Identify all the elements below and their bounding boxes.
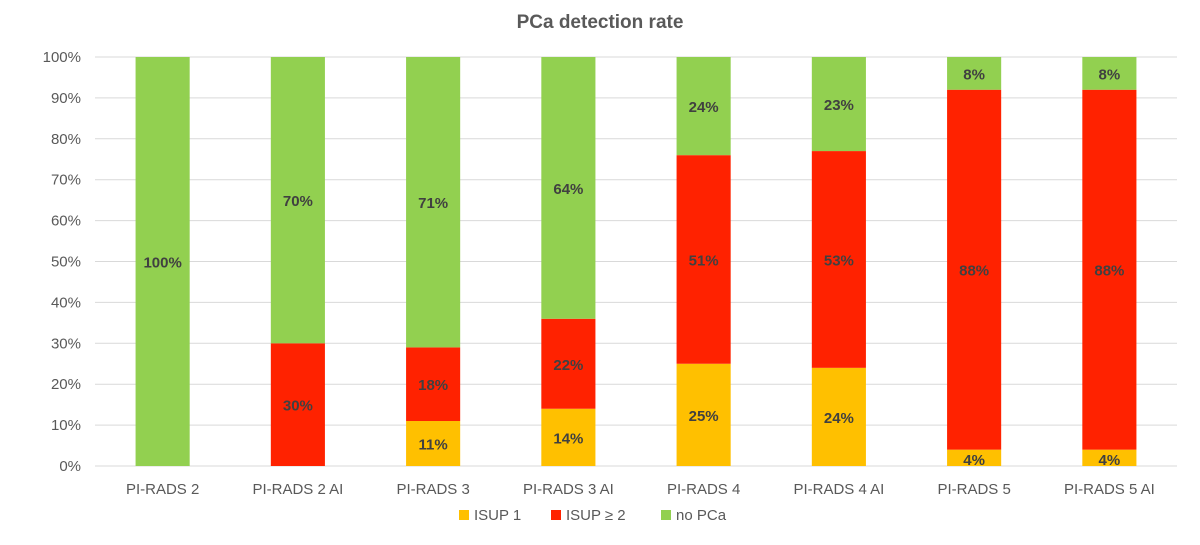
data-label: 4% <box>963 452 985 469</box>
bar-segment <box>947 89 1002 450</box>
y-tick-label: 0% <box>59 458 81 475</box>
bar-segment <box>811 57 866 152</box>
data-label: 70% <box>283 193 313 210</box>
legend: ISUP 1 ISUP ≥ 2 no PCa <box>459 507 727 524</box>
bar-segment <box>947 57 1002 90</box>
y-tick-label: 100% <box>43 49 81 66</box>
bar-segment <box>676 363 731 466</box>
y-axis-ticks: 0% 10% 20% 30% 40% 50% 60% 70% 80% 90% 100% <box>43 49 81 475</box>
bars <box>135 57 1137 466</box>
data-labels: 100% 30% 70% 11% 18% 71% 14% 22% 64% 25% 51% 24% 24%… <box>143 66 1124 469</box>
data-label: 24% <box>824 410 854 427</box>
legend-label: ISUP 1 <box>474 507 521 524</box>
legend-swatch <box>661 510 671 520</box>
bar-segment <box>811 151 866 368</box>
data-label: 18% <box>418 377 448 394</box>
data-label: 8% <box>963 66 985 83</box>
y-tick-label: 50% <box>51 254 81 271</box>
legend-swatch <box>459 510 469 520</box>
x-category-label: PI-RADS 3 AI <box>523 481 614 498</box>
x-category-label: PI-RADS 4 <box>667 481 740 498</box>
bar-segment <box>406 347 461 422</box>
legend-label: no PCa <box>676 507 727 524</box>
data-label: 88% <box>959 263 989 280</box>
bar-segment <box>811 367 866 466</box>
y-tick-label: 10% <box>51 417 81 434</box>
data-label: 14% <box>553 430 583 447</box>
bar-segment <box>135 57 190 466</box>
y-tick-label: 40% <box>51 294 81 311</box>
x-axis-categories: PI-RADS 2 PI-RADS 2 AI PI-RADS 3 PI-RADS 3 … <box>126 481 1155 498</box>
data-label: 71% <box>418 195 448 212</box>
y-tick-label: 90% <box>51 90 81 107</box>
bar-segment <box>947 449 1002 466</box>
data-label: 11% <box>419 437 448 454</box>
data-label: 100% <box>143 255 181 272</box>
x-category-label: PI-RADS 3 <box>396 481 469 498</box>
y-tick-label: 20% <box>51 376 81 393</box>
bar-segment <box>1082 89 1137 450</box>
data-label: 51% <box>689 252 719 269</box>
data-label: 88% <box>1094 263 1124 280</box>
legend-swatch <box>551 510 561 520</box>
x-category-label: PI-RADS 5 <box>937 481 1010 498</box>
bar-segment <box>541 57 596 319</box>
data-label: 23% <box>824 97 854 114</box>
y-tick-label: 60% <box>51 213 81 230</box>
bar-segment <box>541 408 596 466</box>
data-label: 22% <box>553 357 583 374</box>
data-label: 64% <box>553 181 583 198</box>
data-label: 30% <box>283 398 313 415</box>
bar-segment <box>270 57 325 344</box>
legend-label: ISUP ≥ 2 <box>566 507 626 524</box>
bar-segment <box>676 155 731 364</box>
bar-segment <box>270 343 325 466</box>
x-category-label: PI-RADS 2 <box>126 481 199 498</box>
x-category-label: PI-RADS 4 AI <box>793 481 884 498</box>
data-label: 25% <box>689 408 719 425</box>
data-label: 4% <box>1099 452 1121 469</box>
bar-segment <box>676 57 731 156</box>
x-category-label: PI-RADS 5 AI <box>1064 481 1155 498</box>
y-tick-label: 80% <box>51 131 81 148</box>
bar-segment <box>1082 449 1137 466</box>
data-label: 53% <box>824 252 854 269</box>
data-label: 8% <box>1099 66 1121 83</box>
data-label: 24% <box>689 99 719 116</box>
bar-segment <box>541 318 596 409</box>
bar-segment <box>1082 57 1137 90</box>
bar-segment <box>406 57 461 348</box>
chart-title: PCa detection rate <box>517 12 684 33</box>
y-tick-label: 30% <box>51 335 81 352</box>
y-tick-label: 70% <box>51 172 81 189</box>
x-category-label: PI-RADS 2 AI <box>252 481 343 498</box>
gridlines <box>95 56 1177 467</box>
bar-segment <box>406 421 461 466</box>
